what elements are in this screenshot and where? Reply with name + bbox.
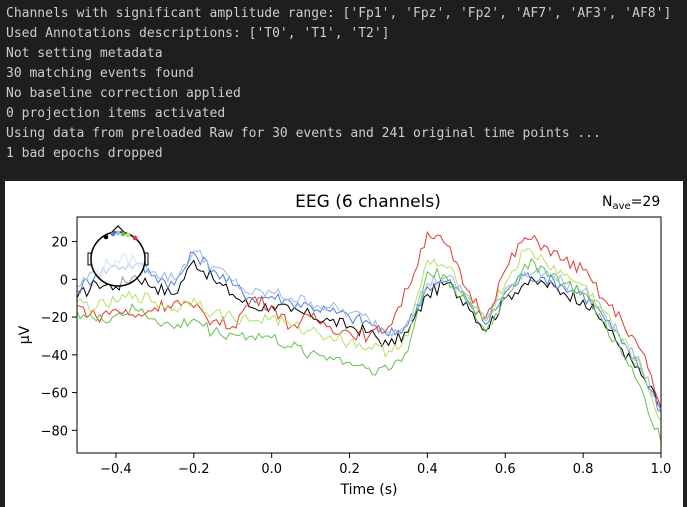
sensor-dot [115,230,121,236]
x-tick-label: 0.6 [495,462,516,477]
console-line: No baseline correction applied [6,86,241,101]
y-tick-label: 0 [60,273,68,288]
sensor-dot [120,231,126,237]
series-layer [77,230,661,442]
x-tick-label: 0.8 [573,462,594,477]
nave-annotation: Nave=29 [602,194,660,212]
y-axis: 20 0 −20 −40 −60 −80 [41,236,77,439]
series-line [77,251,661,412]
sensor-dot [132,235,138,241]
x-tick-label: 0.4 [417,462,438,477]
head-nose [110,225,126,234]
sensor-dot [110,231,116,237]
x-tick-label: 0.2 [339,462,360,477]
x-tick-label: −0.4 [100,462,132,477]
sensor-dot [125,232,131,238]
y-tick-label: 20 [51,236,68,251]
head-right-ear [144,252,149,266]
y-axis-label: µV [17,325,33,344]
y-tick-label: −20 [41,311,68,326]
x-tick-label: 0.0 [261,462,282,477]
console-line: 30 matching events found [6,66,194,81]
x-axis: −0.4 −0.2 0.0 0.2 0.4 0.6 0.8 1.0 [100,453,671,477]
x-tick-label: 1.0 [651,462,672,477]
console-line: 0 projection items activated [6,106,226,121]
x-tick-label: −0.2 [178,462,210,477]
head-left-ear [87,252,92,266]
y-tick-label: −60 [41,387,68,402]
y-tick-label: −80 [41,424,68,439]
console-line: Used Annotations descriptions: ['T0', 'T… [6,26,390,41]
series-line [77,247,661,422]
eeg-figure: EEG (6 channels) Nave=29 −0.4 −0.2 0.0 0.2 0… [5,181,683,507]
series-line [77,259,661,409]
series-line [77,258,661,442]
console-line: Not setting metadata [6,46,163,61]
sensor-dot [103,234,109,240]
sensor-head-inset [87,225,149,287]
console-line: 1 bad epochs dropped [6,146,163,161]
console-line: Channels with significant amplitude rang… [6,6,672,21]
y-tick-label: −40 [41,349,68,364]
console-output: Channels with significant amplitude rang… [0,0,687,170]
head-outline [90,231,146,287]
series-line [77,230,661,408]
console-line: Using data from preloaded Raw for 30 eve… [6,126,601,141]
axes-frame [76,216,662,454]
chart-title: EEG (6 channels) [295,192,441,212]
eeg-plot: EEG (6 channels) Nave=29 −0.4 −0.2 0.0 0.2 0… [17,192,671,498]
x-axis-label: Time (s) [340,482,398,498]
